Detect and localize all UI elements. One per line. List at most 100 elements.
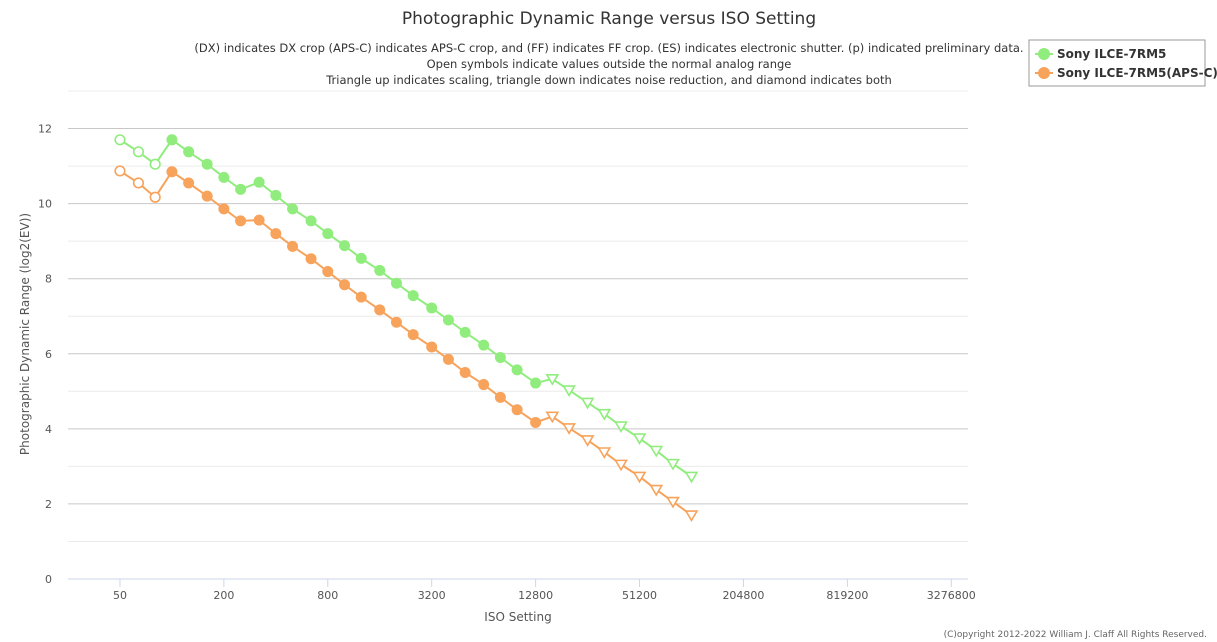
data-point[interactable] xyxy=(305,253,317,265)
data-point[interactable] xyxy=(183,177,195,189)
x-tick-label: 50 xyxy=(113,589,127,602)
data-point[interactable] xyxy=(201,190,213,202)
data-point-open[interactable] xyxy=(114,165,126,177)
data-point[interactable] xyxy=(374,264,386,276)
data-point[interactable] xyxy=(407,329,419,341)
chart-subtitle-line-3: Triangle up indicates scaling, triangle … xyxy=(325,73,892,87)
data-point[interactable] xyxy=(494,352,506,364)
x-tick-label: 3276800 xyxy=(927,589,976,602)
data-point[interactable] xyxy=(253,214,265,226)
data-point[interactable] xyxy=(530,416,542,428)
data-point[interactable] xyxy=(407,290,419,302)
data-point[interactable] xyxy=(355,291,367,303)
x-tick-label: 200 xyxy=(213,589,234,602)
data-point[interactable] xyxy=(390,277,402,289)
data-point[interactable] xyxy=(478,379,490,391)
data-point[interactable] xyxy=(287,240,299,252)
legend-label-2: Sony ILCE-7RM5(APS-C) xyxy=(1057,66,1217,80)
data-point-open[interactable] xyxy=(132,146,145,158)
data-point[interactable] xyxy=(235,215,247,227)
data-point[interactable] xyxy=(305,215,317,227)
y-axis-title: Photographic Dynamic Range (log2(EV)) xyxy=(18,213,32,455)
y-axis-ticks: 0 2 4 6 8 10 12 xyxy=(38,123,52,586)
data-point[interactable] xyxy=(322,228,334,240)
y-tick-label: 12 xyxy=(38,123,52,136)
data-point-triangle-down[interactable] xyxy=(614,421,628,434)
data-point-triangle-down[interactable] xyxy=(666,496,680,509)
data-point-open[interactable] xyxy=(132,177,145,189)
data-point[interactable] xyxy=(426,341,438,353)
data-point[interactable] xyxy=(459,367,471,379)
series-1 xyxy=(114,134,699,484)
x-tick-label: 12800 xyxy=(518,589,553,602)
data-point-triangle-down[interactable] xyxy=(649,445,664,458)
legend: Sony ILCE-7RM5 Sony ILCE-7RM5(APS-C) xyxy=(1028,39,1217,87)
data-point[interactable] xyxy=(355,252,367,264)
chart-subtitle-line-2: Open symbols indicate values outside the… xyxy=(427,57,792,71)
data-point[interactable] xyxy=(390,316,402,328)
data-point-triangle-down[interactable] xyxy=(614,459,628,472)
data-point-triangle-down[interactable] xyxy=(684,510,699,522)
data-point[interactable] xyxy=(511,364,523,376)
data-point[interactable] xyxy=(270,189,282,201)
data-point-triangle-down[interactable] xyxy=(545,373,560,386)
data-point[interactable] xyxy=(166,134,178,146)
chart-title: Photographic Dynamic Range versus ISO Se… xyxy=(402,9,816,29)
data-point[interactable] xyxy=(478,339,490,351)
data-point-triangle-down[interactable] xyxy=(580,397,595,410)
data-point[interactable] xyxy=(287,203,299,215)
data-point[interactable] xyxy=(494,391,506,403)
data-point-triangle-down[interactable] xyxy=(597,447,612,459)
data-point-open[interactable] xyxy=(114,134,126,146)
series-line xyxy=(119,170,693,517)
y-tick-label: 4 xyxy=(45,423,52,436)
data-point-triangle-down[interactable] xyxy=(597,408,612,421)
copyright-credit: (C)opyright 2012-2022 William J. Claff A… xyxy=(944,630,1207,640)
data-point[interactable] xyxy=(442,353,454,365)
data-point[interactable] xyxy=(530,377,542,389)
data-point[interactable] xyxy=(511,404,523,416)
data-point[interactable] xyxy=(270,228,282,240)
data-point-triangle-down[interactable] xyxy=(632,433,647,446)
x-tick-label: 3200 xyxy=(418,589,446,602)
grid-lines xyxy=(68,90,968,542)
legend-marker-2 xyxy=(1038,67,1050,79)
data-point-triangle-down[interactable] xyxy=(632,471,647,484)
x-tick-label: 51200 xyxy=(622,589,657,602)
data-point[interactable] xyxy=(235,183,247,195)
data-point[interactable] xyxy=(218,203,230,215)
data-point-triangle-down[interactable] xyxy=(649,484,664,497)
x-axis-title: ISO Setting xyxy=(484,610,551,624)
data-point-open[interactable] xyxy=(149,158,161,170)
chart-subtitle-line-1: (DX) indicates DX crop (APS-C) indicates… xyxy=(194,41,1023,55)
data-point-triangle-down[interactable] xyxy=(684,471,699,484)
data-point[interactable] xyxy=(253,176,265,188)
data-point-triangle-down[interactable] xyxy=(545,411,560,424)
data-point[interactable] xyxy=(339,240,351,252)
series-2 xyxy=(114,165,699,522)
legend-item-sony-ilce-7rm5-aps-c[interactable]: Sony ILCE-7RM5(APS-C) xyxy=(1035,66,1217,80)
y-tick-label: 2 xyxy=(45,498,52,511)
data-point[interactable] xyxy=(442,314,454,326)
data-point[interactable] xyxy=(339,279,351,291)
data-point-open[interactable] xyxy=(149,191,161,203)
data-point[interactable] xyxy=(201,158,213,170)
y-tick-label: 0 xyxy=(45,573,52,586)
data-point-triangle-down[interactable] xyxy=(666,458,680,471)
series-line xyxy=(119,138,693,478)
data-point[interactable] xyxy=(459,326,471,338)
data-point[interactable] xyxy=(166,166,178,178)
data-point-triangle-down[interactable] xyxy=(580,435,595,447)
data-point[interactable] xyxy=(426,302,438,314)
data-point[interactable] xyxy=(183,146,195,158)
legend-item-sony-ilce-7rm5[interactable]: Sony ILCE-7RM5 xyxy=(1035,47,1166,61)
data-point[interactable] xyxy=(374,304,386,316)
data-point[interactable] xyxy=(218,171,230,183)
series-layer xyxy=(114,134,699,522)
y-tick-label: 6 xyxy=(45,348,52,361)
data-point-triangle-down[interactable] xyxy=(562,423,576,435)
x-axis-ticks: 50 200 800 3200 12800 51200 204800 819200 327680… xyxy=(113,579,976,602)
data-point[interactable] xyxy=(322,266,334,278)
data-point-triangle-down[interactable] xyxy=(562,385,576,397)
